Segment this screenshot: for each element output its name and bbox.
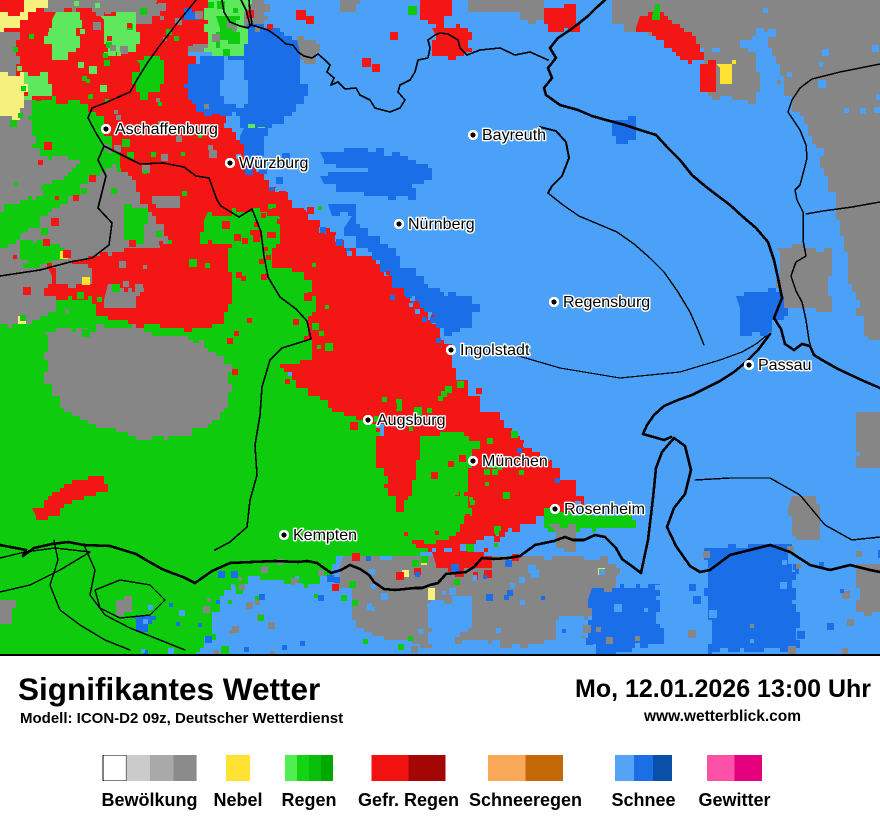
svg-text:Rosenheim: Rosenheim xyxy=(564,501,645,518)
svg-text:Bayreuth: Bayreuth xyxy=(482,127,546,144)
svg-text:Passau: Passau xyxy=(758,357,811,374)
svg-text:Augsburg: Augsburg xyxy=(377,412,446,429)
svg-text:Aschaffenburg: Aschaffenburg xyxy=(115,121,218,138)
svg-text:Regensburg: Regensburg xyxy=(563,294,650,311)
svg-text:Kempten: Kempten xyxy=(293,527,357,544)
svg-text:Nürnberg: Nürnberg xyxy=(408,216,475,233)
svg-text:Würzburg: Würzburg xyxy=(239,155,308,172)
svg-text:Ingolstadt: Ingolstadt xyxy=(460,342,530,359)
svg-text:München: München xyxy=(482,453,548,470)
